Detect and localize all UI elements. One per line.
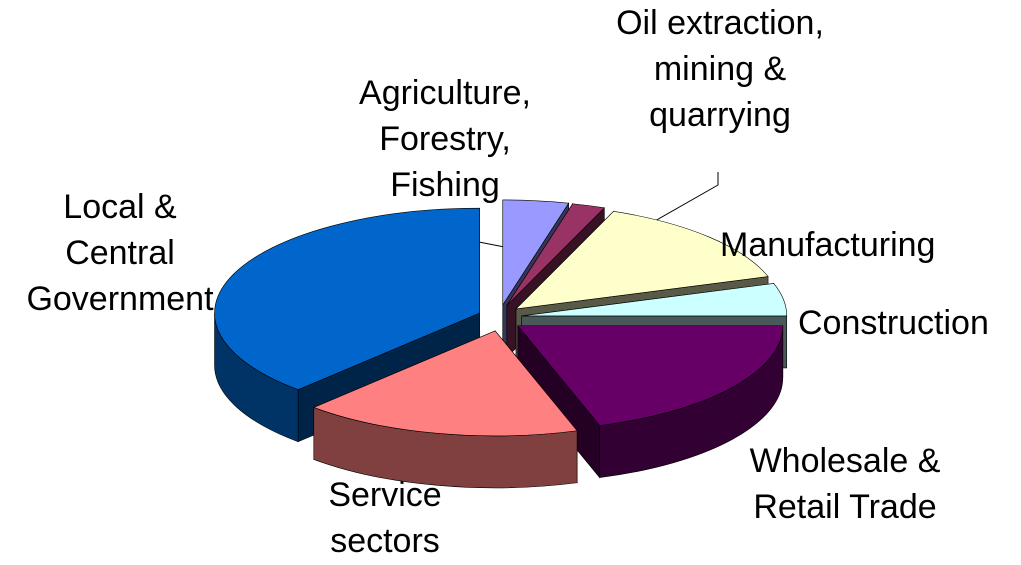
slice-label: Construction (798, 304, 989, 342)
slice-top (517, 325, 784, 426)
slice (517, 324, 784, 479)
slice-top (502, 199, 570, 306)
slice-label: Local & Central Government (26, 188, 214, 318)
slice-label: Service sectors (328, 476, 442, 560)
slice-label: Oil extraction, mining & quarrying (616, 4, 824, 134)
slice-top (312, 330, 578, 437)
slice-label: Manufacturing (720, 226, 936, 264)
slice-top (521, 283, 788, 317)
slice-top (506, 203, 605, 306)
slice-label: Wholesale & Retail Trade (749, 442, 941, 526)
slice-top (214, 207, 480, 391)
slice-label: Agriculture, Forestry, Fishing (359, 74, 531, 204)
slice (312, 330, 578, 489)
slice-top (515, 211, 769, 310)
